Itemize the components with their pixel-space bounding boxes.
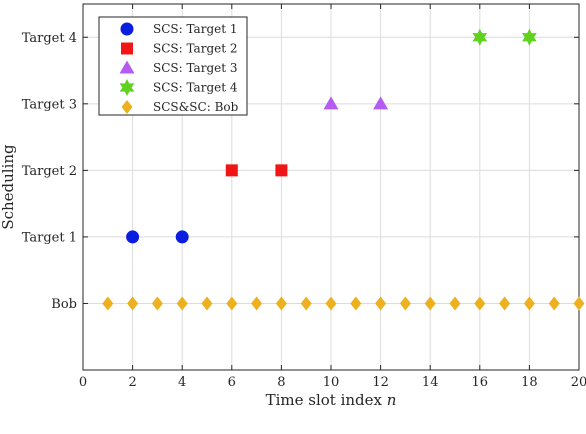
data-point-diamond <box>251 296 263 311</box>
data-point-diamond <box>176 296 188 311</box>
legend: SCS: Target 1 SCS: Target 2 SCS: Target 3 S… <box>98 16 248 116</box>
data-point-diamond <box>424 296 436 311</box>
data-point-diamond <box>102 296 114 311</box>
x-tick-label: 12 <box>372 375 389 390</box>
data-point-diamond <box>201 296 213 311</box>
legend-marker-diamond <box>121 100 133 114</box>
y-tick-label: Target 2 <box>22 164 77 179</box>
data-point-diamond <box>523 296 535 311</box>
data-point-hexagram <box>522 28 537 46</box>
series-triangle <box>323 96 389 110</box>
data-point-diamond <box>226 296 238 311</box>
data-point-triangle <box>323 96 339 110</box>
legend-entry: SCS: Target 3 <box>119 60 238 75</box>
data-point-circle <box>175 230 189 244</box>
legend-label: SCS: Target 4 <box>153 81 238 95</box>
x-tick-label: 16 <box>472 375 489 390</box>
data-point-square <box>225 164 238 177</box>
x-tick-label: 4 <box>178 375 186 390</box>
y-tick-label: Target 3 <box>22 97 77 112</box>
y-tick-label: Target 4 <box>22 31 77 46</box>
data-point-diamond <box>474 296 486 311</box>
legend-label: SCS: Target 3 <box>153 61 238 75</box>
data-point-diamond <box>300 296 312 311</box>
data-point-diamond <box>151 296 163 311</box>
x-tick-label: 2 <box>128 375 136 390</box>
x-tick-label: 14 <box>422 375 439 390</box>
data-point-diamond <box>375 296 387 311</box>
legend-label: SCS: Target 1 <box>153 22 238 36</box>
y-tick-label: Target 1 <box>22 230 77 245</box>
legend-entry: SCS: Target 2 <box>121 42 238 56</box>
data-point-diamond <box>499 296 511 311</box>
data-point-diamond <box>399 296 411 311</box>
legend-label: SCS&SC: Bob <box>153 100 239 114</box>
legend-entry: SCS: Target 4 <box>119 79 238 96</box>
x-axis-title-text: Time slot index <box>266 391 383 409</box>
data-point-circle <box>126 230 140 244</box>
legend-marker-circle <box>120 22 134 36</box>
x-tick-label: 8 <box>277 375 285 390</box>
x-axis-title: Time slot index n <box>266 391 397 409</box>
data-point-diamond <box>127 296 139 311</box>
y-axis-ticks: Bob Target 1 Target 2 Target 3 Target 4 <box>22 31 579 312</box>
data-points <box>102 28 585 311</box>
series-diamond <box>102 296 585 311</box>
data-point-diamond <box>548 296 560 311</box>
series-hexagram <box>472 28 537 46</box>
series-circle <box>126 230 189 244</box>
x-axis-title-variable: n <box>387 391 397 409</box>
data-point-diamond <box>350 296 362 311</box>
legend-items: SCS: Target 1 SCS: Target 2 SCS: Target 3 S… <box>119 22 239 114</box>
data-point-hexagram <box>472 28 488 46</box>
x-tick-label: 0 <box>79 375 87 390</box>
y-axis-title: Scheduling <box>0 144 17 230</box>
data-point-triangle <box>373 96 389 110</box>
legend-entry: SCS: Target 1 <box>120 22 238 36</box>
data-point-square <box>275 164 288 177</box>
legend-marker-square <box>121 42 133 55</box>
data-point-diamond <box>449 296 461 311</box>
data-point-diamond <box>573 296 585 311</box>
x-tick-label: 10 <box>323 375 340 390</box>
data-point-diamond <box>325 296 337 311</box>
x-tick-label: 6 <box>228 375 236 390</box>
data-point-diamond <box>275 296 287 311</box>
legend-entry: SCS&SC: Bob <box>121 100 239 114</box>
x-tick-label: 18 <box>521 375 538 390</box>
legend-label: SCS: Target 2 <box>153 42 238 56</box>
x-tick-label: 20 <box>571 375 586 390</box>
legend-marker-hexagram <box>119 79 135 96</box>
y-tick-label: Bob <box>51 297 77 312</box>
x-axis-ticks: 0 2 4 6 8 10 12 14 16 18 20 <box>79 4 586 390</box>
legend-marker-triangle <box>119 60 135 74</box>
series-square <box>225 164 288 177</box>
